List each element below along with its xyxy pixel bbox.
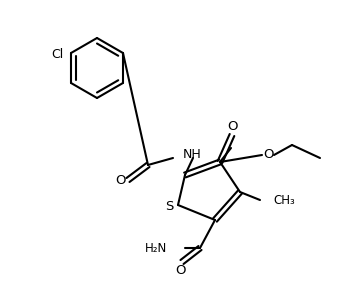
Text: O: O bbox=[263, 149, 273, 162]
Text: O: O bbox=[227, 120, 237, 134]
Text: NH: NH bbox=[183, 149, 202, 162]
Text: CH₃: CH₃ bbox=[273, 193, 295, 206]
Text: H₂N: H₂N bbox=[145, 242, 167, 254]
Text: Cl: Cl bbox=[51, 48, 63, 62]
Text: O: O bbox=[116, 174, 126, 186]
Text: S: S bbox=[165, 200, 173, 214]
Text: O: O bbox=[175, 264, 185, 277]
